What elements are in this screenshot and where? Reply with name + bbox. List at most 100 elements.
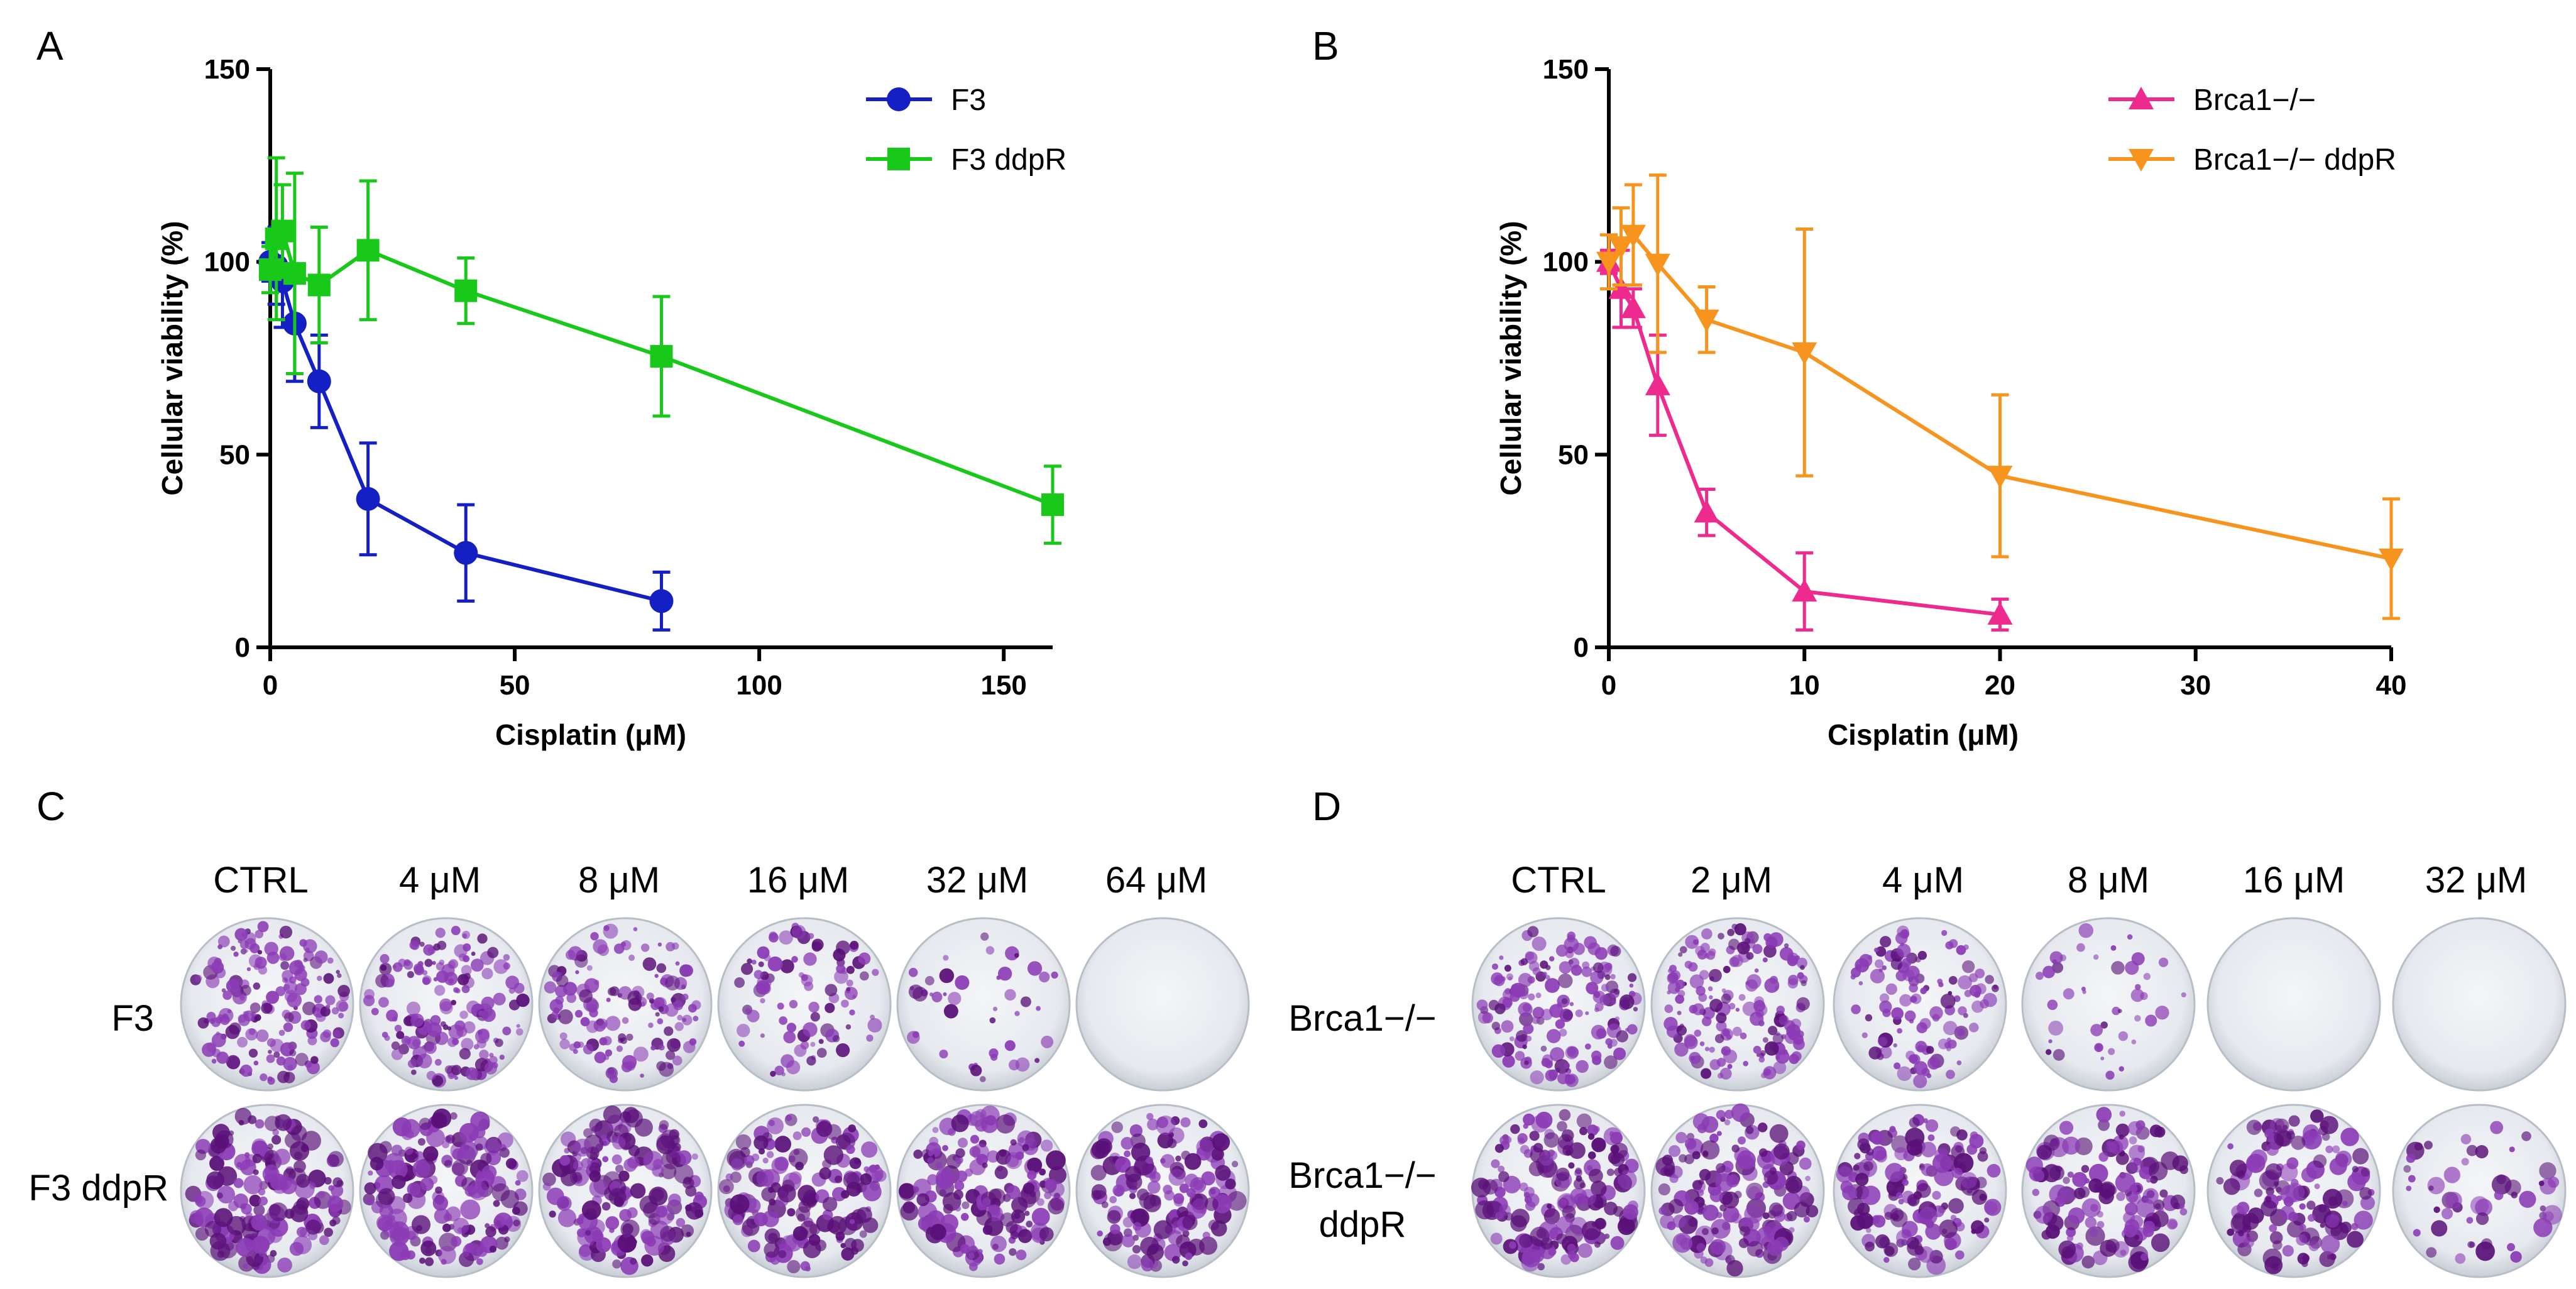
colony <box>330 1038 339 1048</box>
colony <box>1752 943 1763 955</box>
colony <box>1975 983 1987 995</box>
colony <box>1516 1030 1528 1042</box>
colony <box>300 1144 309 1152</box>
colony <box>900 1202 919 1221</box>
colony <box>2109 1140 2124 1155</box>
colony <box>1779 1015 1789 1026</box>
panel-d-col-header: CTRL <box>1511 860 1606 901</box>
colony <box>1772 1033 1784 1045</box>
colony <box>310 1056 319 1064</box>
colony <box>2318 1126 2328 1136</box>
colony <box>603 925 610 931</box>
colony <box>1714 1008 1719 1013</box>
colony <box>2112 1006 2120 1016</box>
data-point <box>1792 579 1817 602</box>
colony <box>2047 999 2058 1011</box>
colony <box>204 1220 222 1238</box>
colony <box>1951 1168 1963 1179</box>
colony <box>778 1250 787 1259</box>
colony <box>319 1235 329 1246</box>
colony <box>1182 1260 1188 1267</box>
colony <box>955 1148 965 1158</box>
colony <box>1522 1003 1532 1012</box>
colony <box>1625 1028 1630 1032</box>
colony <box>1870 968 1885 984</box>
data-point <box>1608 236 1634 260</box>
colony <box>1926 1046 1934 1054</box>
colony <box>1569 958 1580 968</box>
colony <box>392 1175 406 1190</box>
colony <box>1541 1009 1553 1021</box>
colony <box>1728 938 1740 950</box>
colony <box>1879 1236 1890 1248</box>
colony <box>1947 1240 1956 1249</box>
colony <box>1768 1026 1778 1036</box>
colony <box>586 1020 599 1033</box>
colony <box>787 1259 801 1274</box>
colony <box>1619 994 1635 1009</box>
colony <box>1588 1168 1603 1183</box>
colony <box>849 1219 855 1224</box>
colony <box>767 956 783 972</box>
panel-d-row-label: ddpR <box>1319 1204 1406 1245</box>
colony <box>1610 974 1616 980</box>
colony <box>503 954 510 961</box>
colony <box>1036 1006 1041 1011</box>
colony <box>975 1119 988 1132</box>
colony <box>694 1209 704 1218</box>
colony <box>267 1076 273 1082</box>
colony <box>1493 975 1505 987</box>
colony <box>1576 1113 1592 1129</box>
colony <box>929 1224 946 1241</box>
colony <box>2063 1177 2070 1184</box>
colony <box>226 1055 241 1070</box>
dish-plate <box>896 917 1071 1092</box>
data-point <box>1987 601 2013 625</box>
colony <box>1555 944 1569 957</box>
colony <box>1731 1144 1740 1153</box>
colony <box>2406 1153 2416 1163</box>
x-tick-label: 0 <box>1601 670 1616 701</box>
colony <box>508 999 520 1011</box>
colony <box>1796 957 1808 968</box>
colony <box>2303 1129 2322 1149</box>
colony <box>1716 1012 1727 1024</box>
colony <box>253 982 261 990</box>
colony <box>1917 950 1927 960</box>
colony <box>2118 1134 2124 1140</box>
colony <box>1114 1187 1124 1197</box>
colony <box>332 1177 343 1188</box>
colony <box>844 1237 857 1251</box>
colony <box>579 989 593 1003</box>
colony <box>1674 1042 1689 1057</box>
colony <box>2118 1031 2129 1041</box>
colony <box>253 1140 268 1156</box>
colony <box>841 999 849 1008</box>
data-point <box>454 279 478 302</box>
colony <box>1689 1051 1701 1065</box>
colony <box>410 1013 424 1028</box>
colony <box>481 996 495 1010</box>
colony <box>1914 1149 1922 1158</box>
colony <box>1132 1222 1142 1231</box>
colony <box>1606 1168 1614 1177</box>
colony <box>407 971 414 979</box>
colony <box>1886 1178 1905 1197</box>
colony-dish <box>717 917 892 1092</box>
colony <box>2466 1217 2474 1224</box>
colony <box>471 958 484 972</box>
colony <box>1735 1007 1740 1012</box>
colony <box>253 963 261 970</box>
colony <box>908 968 918 977</box>
colony <box>774 1136 792 1153</box>
panel-c-row-label: F3 ddpR <box>29 1168 168 1209</box>
colony <box>2115 1172 2135 1193</box>
colony <box>1709 1133 1719 1143</box>
colony <box>1510 991 1520 1002</box>
colony <box>1584 936 1597 950</box>
colony <box>2088 1163 2108 1183</box>
colony <box>1574 1193 1587 1206</box>
colony <box>1168 1168 1186 1186</box>
colony <box>1491 1044 1506 1058</box>
